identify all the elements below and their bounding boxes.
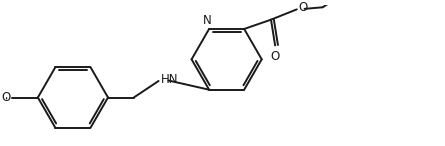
Text: O: O — [2, 91, 11, 104]
Text: HN: HN — [161, 73, 178, 86]
Text: N: N — [202, 14, 211, 27]
Text: O: O — [299, 1, 308, 14]
Text: O: O — [271, 50, 280, 63]
